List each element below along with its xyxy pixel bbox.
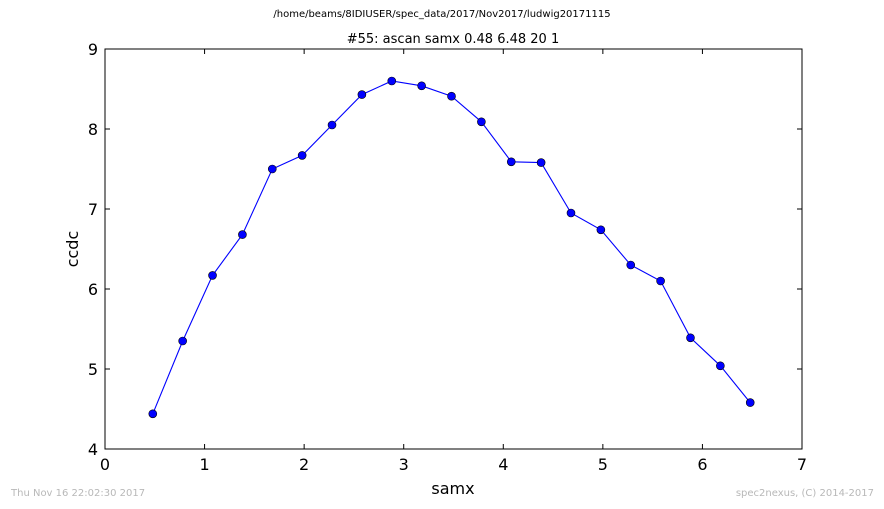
data-point bbox=[716, 361, 725, 371]
timestamp-footer: Thu Nov 16 22:02:30 2017 bbox=[11, 488, 146, 499]
data-point bbox=[477, 117, 486, 127]
data-point bbox=[387, 76, 397, 86]
data-point bbox=[178, 336, 187, 346]
y-axis-label: ccdc bbox=[63, 231, 82, 268]
x-tick-label: 3 bbox=[399, 455, 409, 474]
y-tick-label: 4 bbox=[88, 440, 98, 459]
figure-suptitle: /home/beams/8IDIUSER/spec_data/2017/Nov2… bbox=[273, 9, 611, 20]
data-point bbox=[506, 157, 516, 167]
data-point bbox=[686, 333, 695, 343]
data-point bbox=[357, 90, 367, 99]
y-tick-label: 5 bbox=[88, 360, 98, 379]
y-tick-label: 6 bbox=[88, 280, 98, 299]
data-point bbox=[417, 81, 426, 91]
y-tick-label: 8 bbox=[88, 120, 98, 139]
x-tick-label: 4 bbox=[498, 455, 508, 474]
data-point bbox=[148, 409, 158, 419]
chart-title: #55: ascan samx 0.48 6.48 20 1 bbox=[347, 32, 560, 47]
series-line bbox=[152, 80, 751, 415]
data-point bbox=[656, 276, 665, 286]
data-point bbox=[238, 230, 247, 239]
plot-area-frame bbox=[104, 48, 803, 450]
data-point bbox=[626, 260, 636, 270]
y-tick-label: 7 bbox=[88, 200, 98, 219]
x-tick-label: 5 bbox=[598, 455, 608, 474]
data-point bbox=[267, 164, 277, 174]
x-tick-label: 1 bbox=[199, 455, 209, 474]
copyright-footer: spec2nexus, (C) 2014-2017 bbox=[735, 488, 874, 499]
y-tick-label: 9 bbox=[88, 40, 98, 59]
data-point bbox=[208, 271, 217, 280]
data-point bbox=[536, 158, 546, 167]
x-tick-label: 0 bbox=[100, 455, 110, 474]
data-point bbox=[297, 151, 307, 160]
x-axis-label: samx bbox=[431, 479, 474, 498]
data-point bbox=[596, 225, 606, 235]
data-point bbox=[327, 120, 337, 130]
x-tick-label: 7 bbox=[797, 455, 807, 474]
data-point bbox=[447, 91, 456, 101]
data-point bbox=[745, 398, 755, 407]
x-tick-label: 2 bbox=[299, 455, 309, 474]
data-point bbox=[566, 208, 576, 218]
x-tick-label: 6 bbox=[697, 455, 707, 474]
